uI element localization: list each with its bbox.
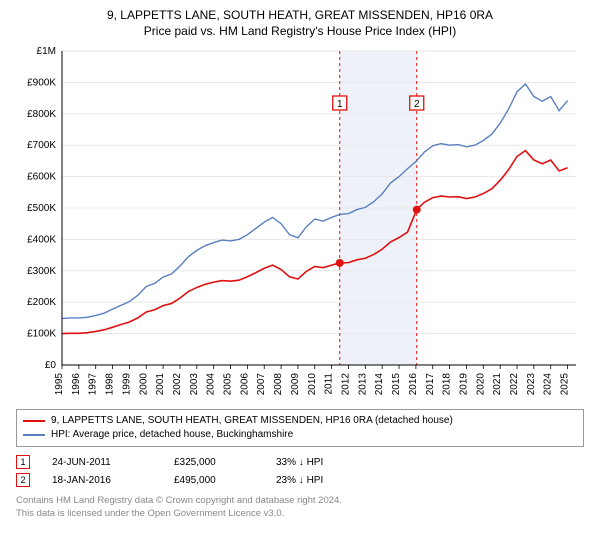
svg-text:2023: 2023 <box>526 373 537 396</box>
footer-line-1: Contains HM Land Registry data © Crown c… <box>16 495 584 507</box>
svg-text:2014: 2014 <box>374 373 385 396</box>
footer-line-2: This data is licensed under the Open Gov… <box>16 508 584 520</box>
svg-text:2000: 2000 <box>138 373 149 396</box>
svg-text:£0: £0 <box>45 360 57 371</box>
svg-text:£700K: £700K <box>27 140 56 151</box>
svg-text:2021: 2021 <box>492 373 503 396</box>
svg-text:£800K: £800K <box>27 109 56 120</box>
transaction-hpi: 23% ↓ HPI <box>276 475 356 486</box>
svg-text:2008: 2008 <box>273 373 284 396</box>
svg-text:1998: 1998 <box>105 373 116 396</box>
svg-text:1999: 1999 <box>121 373 132 396</box>
svg-text:2025: 2025 <box>560 373 571 396</box>
transaction-date: 18-JAN-2016 <box>52 475 152 486</box>
chart-title: 9, LAPPETTS LANE, SOUTH HEATH, GREAT MIS… <box>16 8 584 39</box>
legend-label: HPI: Average price, detached house, Buck… <box>51 428 293 442</box>
svg-text:1: 1 <box>337 99 343 110</box>
svg-text:£600K: £600K <box>27 172 56 183</box>
transaction-row: 1 24-JUN-2011 £325,000 33% ↓ HPI <box>16 453 584 471</box>
svg-text:2: 2 <box>414 99 420 110</box>
svg-text:2019: 2019 <box>458 373 469 396</box>
legend-label: 9, LAPPETTS LANE, SOUTH HEATH, GREAT MIS… <box>51 414 453 428</box>
svg-text:2010: 2010 <box>307 373 318 396</box>
transaction-price: £495,000 <box>174 475 254 486</box>
svg-text:2024: 2024 <box>543 373 554 396</box>
svg-text:2018: 2018 <box>442 373 453 396</box>
svg-text:£100K: £100K <box>27 329 56 340</box>
svg-text:2003: 2003 <box>189 373 200 396</box>
transaction-price: £325,000 <box>174 457 254 468</box>
svg-text:£1M: £1M <box>37 46 56 57</box>
title-line-1: 9, LAPPETTS LANE, SOUTH HEATH, GREAT MIS… <box>16 8 584 24</box>
price-chart: £0 £100K £200K £300K £400K £500K £600K £700K £80… <box>16 45 584 403</box>
svg-text:2002: 2002 <box>172 373 183 396</box>
svg-text:2012: 2012 <box>340 373 351 396</box>
svg-text:1995: 1995 <box>54 373 65 396</box>
svg-text:2013: 2013 <box>357 373 368 396</box>
svg-text:2005: 2005 <box>223 373 234 396</box>
svg-text:2001: 2001 <box>155 373 166 396</box>
svg-text:2006: 2006 <box>239 373 250 396</box>
footer-attribution: Contains HM Land Registry data © Crown c… <box>16 495 584 520</box>
svg-text:£900K: £900K <box>27 78 56 89</box>
svg-text:2007: 2007 <box>256 373 267 396</box>
svg-text:2011: 2011 <box>324 373 335 395</box>
transaction-marker: 2 <box>16 473 30 487</box>
transaction-hpi: 33% ↓ HPI <box>276 457 356 468</box>
svg-text:2009: 2009 <box>290 373 301 396</box>
svg-text:2015: 2015 <box>391 373 402 396</box>
svg-text:1997: 1997 <box>88 373 99 396</box>
svg-text:2020: 2020 <box>475 373 486 396</box>
legend-item: HPI: Average price, detached house, Buck… <box>23 428 577 442</box>
transactions-table: 1 24-JUN-2011 £325,000 33% ↓ HPI 2 18-JAN-201… <box>16 453 584 489</box>
transaction-date: 24-JUN-2011 <box>52 457 152 468</box>
title-line-2: Price paid vs. HM Land Registry's House … <box>16 24 584 40</box>
legend-item: 9, LAPPETTS LANE, SOUTH HEATH, GREAT MIS… <box>23 414 577 428</box>
svg-text:2022: 2022 <box>509 373 520 396</box>
svg-text:£300K: £300K <box>27 266 56 277</box>
transaction-row: 2 18-JAN-2016 £495,000 23% ↓ HPI <box>16 471 584 489</box>
svg-text:£500K: £500K <box>27 203 56 214</box>
svg-text:2016: 2016 <box>408 373 419 396</box>
legend: 9, LAPPETTS LANE, SOUTH HEATH, GREAT MIS… <box>16 409 584 447</box>
svg-text:1996: 1996 <box>71 373 82 396</box>
svg-text:2017: 2017 <box>425 373 436 396</box>
legend-swatch <box>23 420 45 422</box>
svg-text:£200K: £200K <box>27 297 56 308</box>
transaction-marker: 1 <box>16 455 30 469</box>
svg-text:£400K: £400K <box>27 235 56 246</box>
svg-text:2004: 2004 <box>206 373 217 396</box>
legend-swatch <box>23 434 45 436</box>
